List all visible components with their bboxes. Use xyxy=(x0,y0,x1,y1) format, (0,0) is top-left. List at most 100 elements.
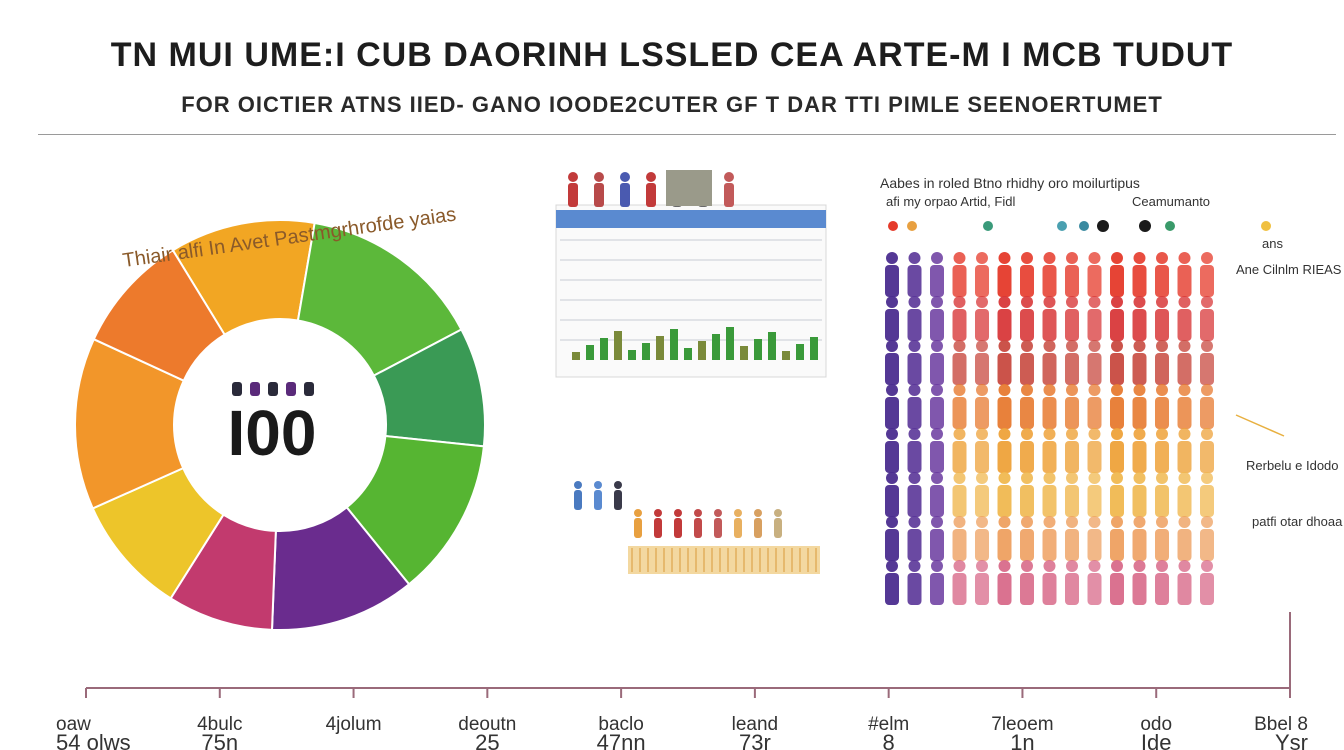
grid-person-body xyxy=(1042,573,1057,605)
grid-person-head xyxy=(998,384,1011,396)
grid-person-head xyxy=(998,560,1011,572)
grid-person-head xyxy=(1043,472,1056,484)
grid-person-body xyxy=(1110,353,1124,385)
grid-side-label: ans xyxy=(1262,236,1283,251)
grid-person-body xyxy=(975,441,989,473)
pie-center-label: I00 xyxy=(228,397,317,469)
grid-person-body xyxy=(1020,265,1034,297)
grid-person-body xyxy=(1177,397,1192,429)
grid-person-head xyxy=(1066,428,1078,440)
person-icon xyxy=(594,183,604,207)
mini-bar xyxy=(642,343,650,360)
grid-person-body xyxy=(1087,441,1102,473)
grid-person-body xyxy=(997,309,1012,341)
grid-person-body xyxy=(907,529,922,561)
axis-tick-label: deoutn xyxy=(458,714,516,735)
mini-bar xyxy=(684,348,692,360)
grid-person-head xyxy=(953,516,966,528)
grid-person-body xyxy=(1065,529,1079,561)
grid-person-head xyxy=(908,296,921,308)
grid-person-body xyxy=(1155,573,1169,605)
grid-person-body xyxy=(885,265,899,297)
grid-person-body xyxy=(907,353,922,385)
mini-bar xyxy=(712,334,720,360)
person-icon xyxy=(694,518,702,538)
grid-person-body xyxy=(1200,265,1214,297)
grid-person-head xyxy=(886,472,898,484)
grid-person-head xyxy=(931,472,943,484)
grid-person-body xyxy=(1132,397,1147,429)
person-icon xyxy=(568,172,578,182)
grid-person-head xyxy=(1021,516,1033,528)
grid-person-body xyxy=(952,441,967,473)
grid-person-head xyxy=(1133,516,1146,528)
grid-title: Aabes in roled Btno rhidhy oro moilurtip… xyxy=(880,175,1140,191)
grid-person-body xyxy=(952,353,967,385)
person-icon xyxy=(620,183,630,207)
grid-person-body xyxy=(1155,397,1169,429)
grid-person-body xyxy=(1020,309,1034,341)
grid-person-body xyxy=(997,573,1012,605)
grid-person-body xyxy=(1132,265,1147,297)
grid-person-head xyxy=(908,340,921,352)
grid-person-head xyxy=(1066,340,1078,352)
grid-person-body xyxy=(1177,265,1192,297)
mini-bar xyxy=(670,329,678,360)
grid-person-body xyxy=(1065,485,1079,517)
person-icon xyxy=(734,509,742,517)
page-subtitle: FOR OICTIER ATNS IIED- GANO IOODE2CUTER … xyxy=(181,92,1163,117)
grid-person-head xyxy=(1066,560,1078,572)
person-icon xyxy=(654,509,662,517)
grid-person-body xyxy=(952,265,967,297)
axis-tick-label: 7leoem xyxy=(991,714,1053,735)
grid-person-head xyxy=(886,252,898,264)
grid-person-body xyxy=(885,441,899,473)
grid-person-head xyxy=(1133,340,1146,352)
grid-person-head xyxy=(1066,516,1078,528)
grid-person-head xyxy=(1178,296,1191,308)
legend-dot xyxy=(1139,220,1151,232)
grid-person-body xyxy=(1110,309,1124,341)
grid-person-body xyxy=(1042,309,1057,341)
grid-person-head xyxy=(953,252,966,264)
grid-person-body xyxy=(907,309,922,341)
person-icon xyxy=(774,518,782,538)
axis-tick-label: leand xyxy=(732,714,779,735)
mini-bar xyxy=(586,345,594,360)
mini-bar xyxy=(726,327,734,360)
grid-person-body xyxy=(1132,441,1147,473)
person-icon xyxy=(724,172,734,182)
person-icon xyxy=(574,490,582,510)
grid-person-body xyxy=(1132,573,1147,605)
grid-person-head xyxy=(1133,560,1146,572)
axis-tick-value: 75n xyxy=(201,730,238,750)
grid-person-body xyxy=(1110,573,1124,605)
grid-person-head xyxy=(886,296,898,308)
grid-person-body xyxy=(975,353,989,385)
grid-person-body xyxy=(1200,309,1214,341)
grid-person-head xyxy=(908,252,921,264)
grid-person-body xyxy=(885,485,899,517)
grid-person-head xyxy=(1066,296,1078,308)
grid-person-head xyxy=(1178,428,1191,440)
grid-person-body xyxy=(1200,529,1214,561)
person-icon xyxy=(754,509,762,517)
mini-bar xyxy=(614,331,622,360)
person-icon xyxy=(614,490,622,510)
grid-person-head xyxy=(1088,516,1101,528)
grid-person-head xyxy=(953,296,966,308)
person-icon xyxy=(674,518,682,538)
grid-person-body xyxy=(930,485,944,517)
grid-person-head xyxy=(1111,472,1123,484)
mini-bar xyxy=(698,341,706,360)
mini-bar xyxy=(768,332,776,360)
grid-person-body xyxy=(1155,441,1169,473)
grid-person-head xyxy=(931,560,943,572)
grid-person-body xyxy=(1110,441,1124,473)
grid-person-head xyxy=(976,560,988,572)
axis-tick-value: 25 xyxy=(475,730,499,750)
grid-person-body xyxy=(1200,353,1214,385)
person-icon xyxy=(634,509,642,517)
grid-person-body xyxy=(1132,529,1147,561)
